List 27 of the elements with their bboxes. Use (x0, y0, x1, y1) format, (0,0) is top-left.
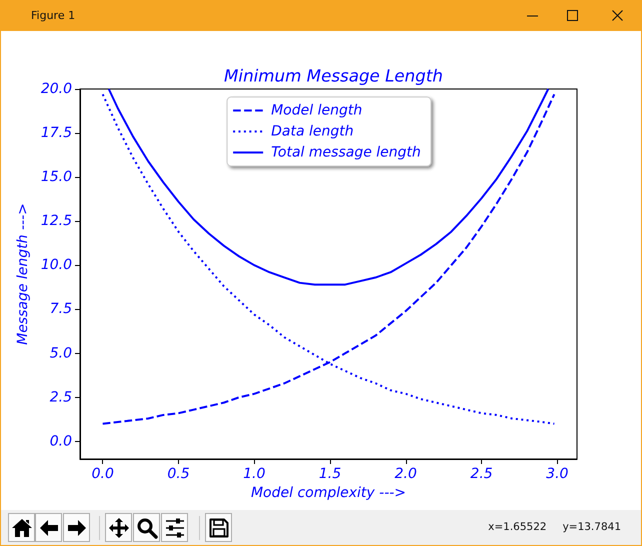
x-tick-label: 2.0 (394, 466, 417, 482)
y-tick-label: 17.5 (40, 125, 72, 142)
line-series (108, 88, 550, 286)
y-tick-label: 0.0 (50, 433, 72, 450)
y-tick-label: 5.0 (50, 345, 72, 362)
x-tick-label: 1.5 (318, 466, 342, 482)
x-tick-label: 3.0 (546, 466, 569, 482)
line-series (102, 93, 556, 425)
legend-label: Data length (271, 124, 354, 140)
x-axis-title: Model complexity ---> (250, 485, 406, 501)
x-tick-label: 1.0 (243, 466, 266, 482)
caption: Figure 1 (31, 8, 76, 23)
x-tick-label: 0.0 (92, 466, 114, 482)
text: x=1.65522 (488, 521, 547, 533)
x-tick-label: 0.5 (167, 466, 190, 482)
y-tick-label: 10.0 (40, 257, 72, 274)
legend-label: Model length (271, 102, 362, 118)
chart-title: Minimum Message Length (224, 66, 443, 86)
y-tick-label: 2.5 (50, 389, 72, 406)
y-axis-title: Message length ---> (14, 203, 31, 345)
y-tick-label: 7.5 (50, 301, 72, 318)
text: y=13.7841 (562, 521, 621, 533)
x-tick-label: 2.5 (470, 466, 493, 482)
y-tick-label: 12.5 (40, 213, 72, 230)
legend-label: Total message length (271, 144, 421, 160)
y-tick-label: 20.0 (40, 81, 72, 97)
y-tick-label: 15.0 (40, 169, 72, 186)
